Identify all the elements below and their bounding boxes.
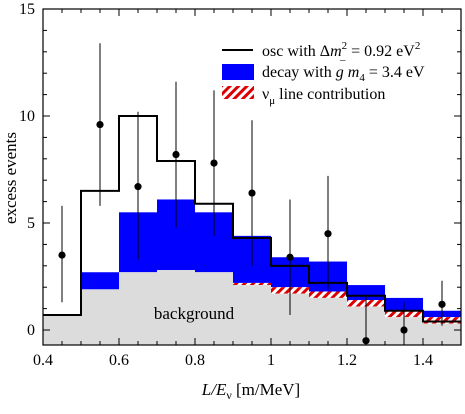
background-bar-5 [233,285,271,345]
background-bar-2 [119,272,157,345]
legend: osc with Δm2 = 0.92 eV2 decay with g m4 … [222,40,425,107]
decay-bar-1 [81,272,119,290]
data-points-layer [58,43,446,345]
data-point-4 [210,159,218,167]
x-tick-label-0: 0.4 [33,352,53,369]
background-label: background [154,304,235,323]
background-bar-7 [309,297,347,345]
x-axis-label: L/Eν [m/MeV] [201,380,300,402]
background-bar-1 [81,289,119,345]
data-point-8 [362,337,370,345]
legend-line-label: νμ line contribution [262,86,385,107]
x-tick-label-4: 1.2 [337,352,357,369]
y-tick-label-0: 0 [27,322,35,339]
data-point-1 [96,120,104,129]
x-tick-label-5: 1.4 [413,352,433,369]
y-tick-label-3: 15 [19,1,35,18]
data-point-7 [324,230,332,238]
line-contribution-bar-7 [309,291,347,298]
y-tick-label-2: 10 [19,108,35,125]
background-bar-10 [423,323,461,345]
background-bar-4 [195,272,233,345]
y-tick-label-1: 5 [27,215,35,232]
data-point-0 [58,251,66,259]
legend-decay-label: decay with g m4 = 3.4 eV [262,64,425,84]
histogram-layer [43,199,461,345]
legend-line-swatch [222,86,254,99]
axes-layer: 0.4 0.6 0.8 1 1.2 1.4 0 5 10 15 [19,1,462,369]
x-tick-label-3: 1 [267,352,275,369]
data-point-2 [134,183,142,191]
data-point-5 [248,189,256,197]
background-bar-3 [157,270,195,345]
data-point-10 [438,300,446,308]
data-point-3 [172,150,180,159]
legend-osc-label: osc with Δm2 = 0.92 eV2 [262,40,420,60]
y-axis-label: excess events [1,132,20,224]
data-point-9 [400,326,408,334]
line-contribution-bar-5 [233,282,271,286]
data-point-6 [286,253,294,261]
x-tick-label-2: 0.8 [185,352,205,369]
x-tick-label-1: 0.6 [109,352,129,369]
legend-decay-gbar: – [339,54,346,66]
legend-decay-swatch [222,64,254,80]
